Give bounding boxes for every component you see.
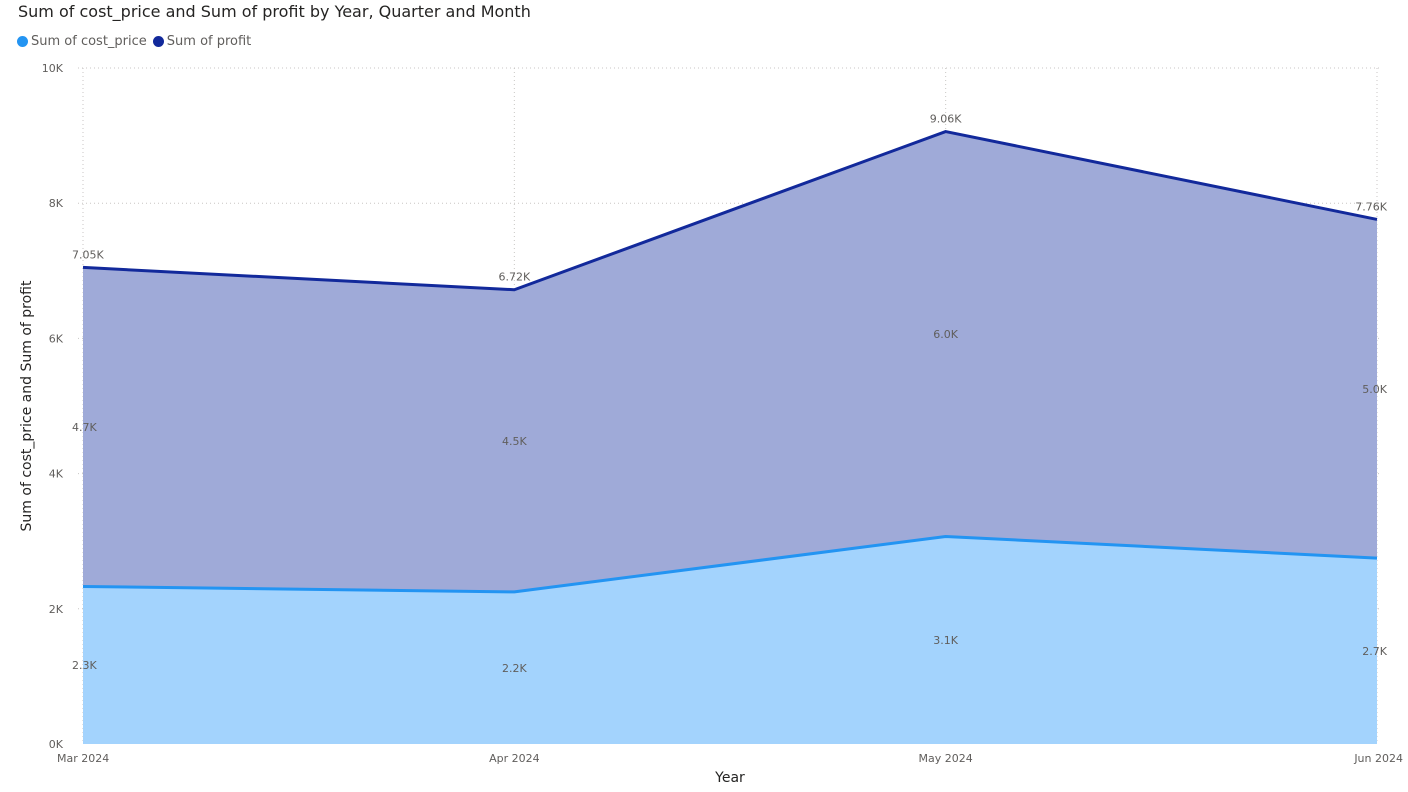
x-tick-label: Jun 2024 (1353, 752, 1403, 765)
axis-layer: 0K 2K 4K 6K 8K 10K Mar 2024 Apr 2024 May 2024 Jun… (19, 62, 1403, 786)
y-tick-label: 10K (42, 62, 64, 75)
legend-marker-cost-price (17, 36, 28, 47)
data-label-total: 9.06K (930, 113, 962, 126)
legend-label-cost-price: Sum of cost_price (31, 34, 147, 49)
area-layer (83, 131, 1377, 744)
chart-title: Sum of cost_price and Sum of profit by Y… (18, 2, 531, 21)
data-label-total: 7.76K (1355, 200, 1387, 213)
x-axis-title: Year (714, 770, 745, 786)
x-tick-label: May 2024 (919, 752, 973, 765)
legend: Sum of cost_price Sum of profit (17, 34, 257, 49)
legend-label-profit: Sum of profit (166, 34, 252, 49)
area-sum-of-cost-price (83, 536, 1377, 744)
data-label-profit: 6.0K (933, 328, 958, 341)
data-label-cost-price: 2.3K (72, 659, 97, 672)
line-sum-of-profit (82, 130, 1378, 292)
y-tick-label: 6K (49, 332, 64, 345)
line-sum-of-cost-price (82, 534, 1378, 594)
y-tick-label: 4K (49, 468, 64, 481)
area-sum-of-profit (83, 131, 1377, 592)
legend-marker-profit (152, 36, 164, 47)
y-tick-label: 2K (49, 603, 64, 616)
data-label-cost-price: 2.7K (1362, 645, 1387, 658)
data-label-profit: 5.0K (1362, 383, 1387, 396)
line-layer (82, 130, 1378, 594)
legend-item-profit[interactable]: Sum of profit (152, 34, 252, 49)
data-label-total: 6.72K (498, 271, 530, 284)
data-label-profit: 4.7K (72, 421, 97, 434)
data-label-profit: 4.5K (502, 435, 527, 448)
data-label-total: 7.05K (72, 248, 104, 261)
y-tick-label: 8K (49, 197, 64, 210)
legend-item-cost-price[interactable]: Sum of cost_price (17, 34, 147, 49)
y-axis-title: Sum of cost_price and Sum of profit (19, 280, 35, 531)
data-label-cost-price: 2.2K (502, 662, 527, 675)
data-label-cost-price: 3.1K (933, 634, 958, 647)
x-tick-label: Apr 2024 (489, 752, 540, 765)
data-label-layer: 7.05K 4.7K 2.3K 6.72K 4.5K 2.2K 9.06K 6.0K 3.1K 7… (72, 113, 1388, 675)
x-tick-label: Mar 2024 (57, 752, 109, 765)
y-tick-label: 0K (49, 738, 64, 751)
